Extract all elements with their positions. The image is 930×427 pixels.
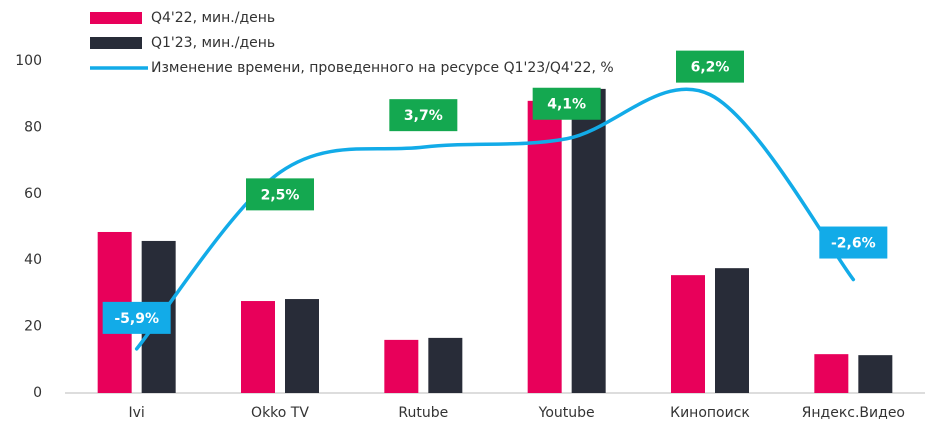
x-tick-label: Youtube [538, 405, 595, 421]
value-label: 3,7% [404, 108, 443, 124]
bar [527, 100, 562, 393]
y-tick-label: 40 [24, 252, 42, 268]
x-tick-label: Кинопоиск [670, 405, 750, 421]
value-label-box [102, 301, 171, 334]
y-tick-label: 80 [24, 119, 42, 135]
y-tick-label: 0 [33, 385, 42, 401]
value-label-box [246, 178, 314, 211]
x-tick-label: Okko TV [251, 405, 309, 421]
bar [241, 301, 275, 393]
value-label: -2,6% [831, 236, 876, 252]
legend-swatch [90, 12, 142, 24]
y-tick-label: 100 [15, 53, 42, 69]
bar [571, 88, 606, 393]
bar [428, 337, 463, 393]
value-label-box [389, 99, 458, 132]
value-label: 2,5% [261, 187, 300, 203]
bar [814, 354, 849, 393]
value-label-box [676, 50, 744, 83]
bar [285, 299, 319, 393]
legend-swatch [90, 37, 142, 49]
bar [671, 275, 705, 393]
y-tick-label: 20 [24, 319, 42, 335]
value-label: -5,9% [114, 311, 159, 327]
x-tick-label: Яндекс.Видео [802, 405, 905, 421]
bar [715, 268, 749, 393]
value-label: 4,1% [547, 97, 586, 113]
value-label-box [532, 87, 601, 120]
value-label: 6,2% [691, 60, 730, 76]
legend-label: Q1'23, мин./день [151, 35, 275, 51]
legend-label: Q4'22, мин./день [151, 10, 275, 26]
bar [858, 355, 893, 393]
x-tick-label: Rutube [398, 405, 448, 421]
value-label-box [819, 226, 888, 259]
y-tick-label: 60 [24, 186, 42, 202]
bar [384, 339, 419, 393]
x-tick-label: Ivi [129, 405, 145, 421]
legend-label: Изменение времени, проведенного на ресур… [151, 60, 614, 76]
